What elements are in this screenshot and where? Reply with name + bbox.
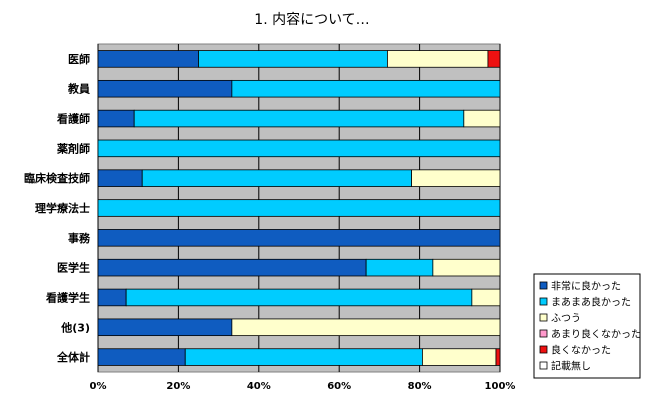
x-tick-label-3: 60% bbox=[327, 381, 351, 392]
category-label-6: 事務 bbox=[68, 231, 91, 245]
bar-2-series-2 bbox=[463, 109, 501, 128]
legend-label-4: 良くなかった bbox=[551, 344, 611, 357]
category-label-8: 看護学生 bbox=[46, 290, 90, 304]
category-label-4: 臨床検査技師 bbox=[24, 171, 90, 185]
category-label-9: 他(3) bbox=[60, 320, 90, 334]
bar-4-series-1 bbox=[141, 169, 412, 187]
bar-6-series-0 bbox=[97, 229, 501, 247]
category-label-5: 理学療法士 bbox=[35, 201, 90, 215]
bar-10-series-0 bbox=[97, 348, 186, 366]
bar-10-series-4 bbox=[495, 348, 501, 366]
bar-4-series-0 bbox=[97, 169, 143, 187]
bar-1-series-1 bbox=[231, 79, 501, 98]
x-tick-label-2: 40% bbox=[247, 381, 271, 392]
bar-1-series-0 bbox=[97, 79, 233, 98]
bar-3-series-1 bbox=[97, 139, 501, 158]
category-label-2: 看護師 bbox=[57, 112, 90, 126]
bar-0-series-2 bbox=[387, 50, 489, 68]
x-tick-label-1: 20% bbox=[166, 381, 190, 392]
bar-7-series-1 bbox=[365, 258, 434, 277]
bar-0-series-1 bbox=[198, 50, 388, 68]
category-label-7: 医学生 bbox=[57, 261, 90, 275]
legend-swatch-3 bbox=[539, 329, 548, 338]
bar-4-series-2 bbox=[411, 169, 501, 187]
legend-swatch-4 bbox=[539, 345, 548, 354]
x-tick-label-5: 100% bbox=[485, 381, 516, 392]
legend-label-2: ふつう bbox=[551, 313, 581, 325]
legend-swatch-1 bbox=[539, 297, 548, 306]
bar-10-series-1 bbox=[184, 348, 423, 366]
x-tick-label-4: 80% bbox=[408, 381, 432, 392]
legend-label-3: あまり良くなかった bbox=[551, 328, 641, 341]
category-label-3: 薬剤師 bbox=[57, 141, 90, 155]
legend-label-1: まあまあ良かった bbox=[551, 296, 631, 309]
legend-box bbox=[533, 273, 641, 379]
category-label-10: 全体計 bbox=[56, 350, 90, 364]
legend-label-5: 記載無し bbox=[551, 360, 591, 373]
chart-title: 1. 内容について… bbox=[254, 11, 369, 28]
bar-0-series-4 bbox=[487, 50, 501, 68]
category-label-0: 医師 bbox=[68, 52, 90, 66]
bar-2-series-0 bbox=[97, 109, 135, 128]
bar-0-series-0 bbox=[97, 50, 199, 68]
bar-2-series-1 bbox=[133, 109, 465, 128]
legend-swatch-2 bbox=[539, 313, 548, 322]
bar-9-series-0 bbox=[97, 318, 233, 337]
legend-swatch-0 bbox=[539, 281, 548, 290]
bar-8-series-1 bbox=[125, 288, 473, 307]
bar-8-series-0 bbox=[97, 288, 127, 307]
bar-5-series-1 bbox=[97, 199, 501, 217]
bar-9-series-2 bbox=[231, 318, 501, 337]
category-label-1: 教員 bbox=[67, 82, 90, 96]
bar-7-series-0 bbox=[97, 258, 367, 277]
bar-7-series-2 bbox=[432, 258, 501, 277]
x-tick-label-0: 0% bbox=[90, 381, 107, 392]
legend-swatch-5 bbox=[539, 361, 548, 370]
legend-label-0: 非常に良かった bbox=[551, 280, 621, 293]
bar-8-series-2 bbox=[471, 288, 501, 307]
bar-10-series-2 bbox=[422, 348, 497, 366]
